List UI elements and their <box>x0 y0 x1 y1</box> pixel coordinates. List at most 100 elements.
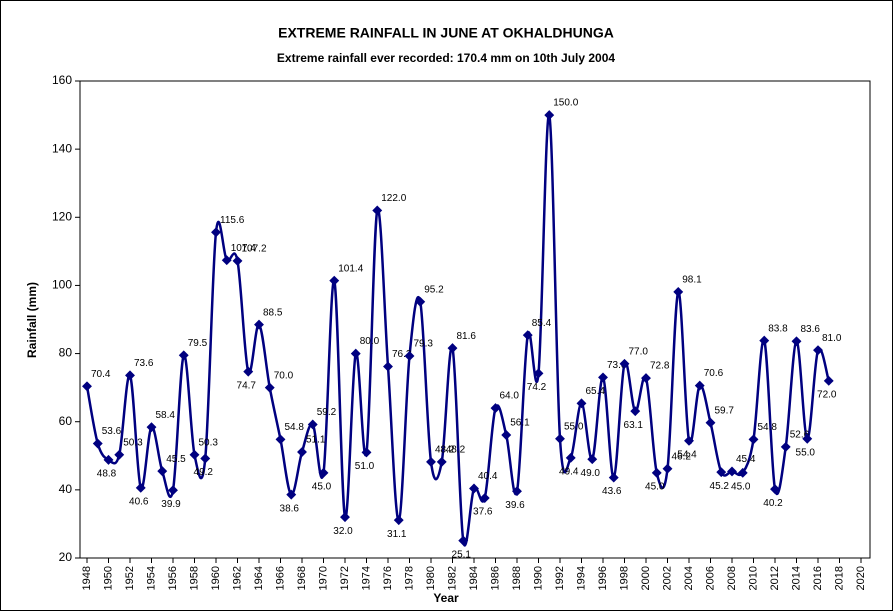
x-tick-label: 2002 <box>661 566 673 590</box>
x-tick-label: 1974 <box>360 566 372 590</box>
marker <box>479 493 490 503</box>
x-tick-label: 2018 <box>833 566 845 590</box>
data-label: 107.4 <box>231 243 256 254</box>
y-tick-label: 120 <box>52 209 72 223</box>
data-label: 76.2 <box>392 349 412 360</box>
marker <box>630 406 641 417</box>
marker <box>211 227 221 238</box>
x-tick-label: 2016 <box>812 566 824 590</box>
marker <box>598 372 608 383</box>
x-tick-label: 1998 <box>618 566 630 590</box>
x-tick-label: 1986 <box>489 566 501 590</box>
marker <box>200 453 211 464</box>
marker <box>458 535 469 546</box>
data-label: 32.0 <box>333 526 353 537</box>
data-label: 37.6 <box>473 507 493 518</box>
data-label: 51.0 <box>355 461 375 472</box>
marker <box>264 382 275 393</box>
x-tick-label: 1966 <box>274 566 286 590</box>
marker <box>157 466 168 477</box>
marker <box>619 358 630 369</box>
marker <box>565 452 576 463</box>
x-tick-label: 2020 <box>855 566 867 590</box>
marker <box>297 447 307 457</box>
x-tick-label: 1968 <box>296 566 308 590</box>
y-tick-label: 140 <box>52 141 72 155</box>
marker <box>135 482 146 493</box>
data-label: 53.6 <box>102 426 122 437</box>
data-label: 122.0 <box>381 193 406 204</box>
x-tick-label: 1956 <box>167 566 179 590</box>
marker <box>587 454 598 465</box>
data-label: 79.5 <box>188 338 208 349</box>
marker <box>780 441 791 452</box>
data-label: 48.2 <box>435 445 455 456</box>
marker <box>243 366 254 377</box>
marker <box>178 350 189 361</box>
y-tick-label: 40 <box>59 482 73 496</box>
x-tick-label: 1982 <box>446 566 458 590</box>
data-label: 45.0 <box>312 481 332 492</box>
y-tick-label: 80 <box>59 346 73 360</box>
data-label: 40.2 <box>763 498 783 509</box>
marker <box>168 485 178 496</box>
marker <box>361 447 372 458</box>
data-label: 48.2 <box>446 445 466 456</box>
marker <box>404 351 415 361</box>
x-tick-label: 1972 <box>339 566 351 590</box>
marker <box>350 348 361 359</box>
marker <box>533 368 544 379</box>
data-label: 115.6 <box>220 215 245 226</box>
marker <box>748 434 759 445</box>
x-tick-label: 1984 <box>468 566 480 590</box>
x-tick-label: 1992 <box>554 566 566 590</box>
data-label: 45.0 <box>731 481 751 492</box>
marker <box>490 403 501 414</box>
marker <box>447 343 458 354</box>
x-tick-label: 2006 <box>704 566 716 590</box>
data-label: 56.1 <box>510 418 530 429</box>
y-tick-label: 160 <box>52 73 72 87</box>
y-tick-label: 60 <box>59 414 73 428</box>
marker <box>329 275 340 286</box>
data-label: 65.4 <box>586 386 606 397</box>
marker <box>426 456 436 467</box>
data-label: 54.8 <box>758 422 778 433</box>
x-tick-label: 1964 <box>253 566 265 590</box>
data-label: 77.0 <box>629 346 649 357</box>
data-label: 46.2 <box>672 451 692 462</box>
x-tick-label: 1962 <box>231 566 243 590</box>
marker <box>651 467 662 478</box>
data-label: 45.5 <box>166 454 186 465</box>
data-label: 85.4 <box>532 318 552 329</box>
marker <box>802 433 813 444</box>
marker <box>544 110 555 121</box>
data-label: 98.1 <box>682 275 702 286</box>
marker <box>383 361 393 372</box>
chart-subtitle: Extreme rainfall ever recorded: 170.4 mm… <box>277 51 615 65</box>
marker <box>286 489 297 500</box>
data-label: 55.0 <box>796 447 816 458</box>
data-label: 63.1 <box>624 420 644 431</box>
x-tick-label: 1952 <box>124 566 136 590</box>
x-tick-label: 1988 <box>511 566 523 590</box>
data-label: 73.0 <box>607 360 627 371</box>
data-label: 50.3 <box>123 437 143 448</box>
data-label: 31.1 <box>387 529 407 540</box>
data-label: 45.4 <box>736 454 756 465</box>
y-tick-label: 100 <box>52 278 72 292</box>
x-tick-label: 2012 <box>769 566 781 590</box>
data-label: 70.0 <box>274 370 294 381</box>
x-tick-label: 1980 <box>425 566 437 590</box>
marker <box>716 467 727 478</box>
marker <box>737 467 748 478</box>
marker <box>576 398 587 409</box>
x-tick-label: 2004 <box>683 566 695 590</box>
marker <box>727 466 737 477</box>
data-label: 79.3 <box>414 339 434 350</box>
data-label: 74.7 <box>237 380 257 391</box>
x-tick-label: 1958 <box>188 566 200 590</box>
x-tick-label: 2008 <box>726 566 738 590</box>
